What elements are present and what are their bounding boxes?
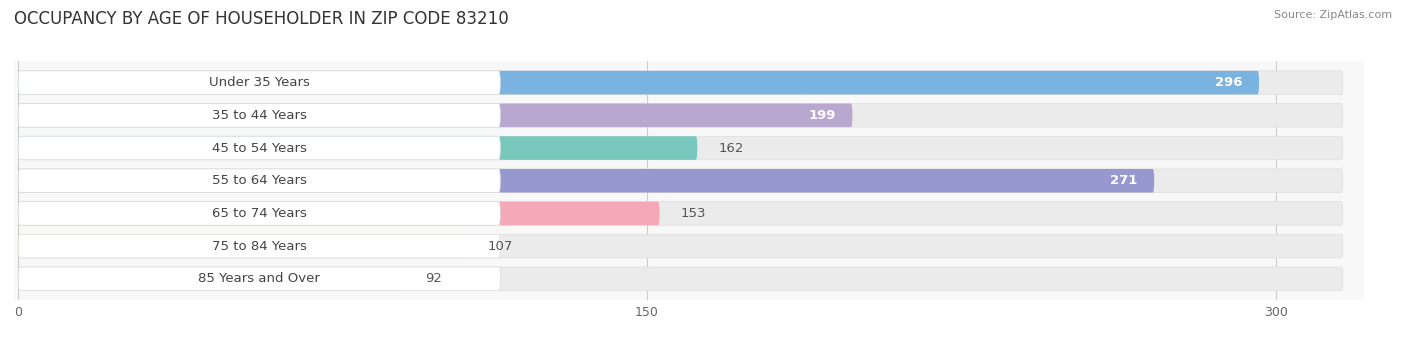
FancyBboxPatch shape [18, 234, 501, 258]
FancyBboxPatch shape [18, 71, 501, 94]
Text: 55 to 64 Years: 55 to 64 Years [212, 174, 307, 187]
Text: 75 to 84 Years: 75 to 84 Years [212, 240, 307, 253]
Text: 271: 271 [1111, 174, 1137, 187]
FancyBboxPatch shape [18, 71, 1258, 94]
FancyBboxPatch shape [18, 104, 501, 127]
FancyBboxPatch shape [18, 104, 1343, 127]
Text: 85 Years and Over: 85 Years and Over [198, 272, 321, 285]
Text: 153: 153 [681, 207, 706, 220]
Text: 162: 162 [718, 142, 744, 154]
Text: 296: 296 [1215, 76, 1243, 89]
Text: 45 to 54 Years: 45 to 54 Years [212, 142, 307, 154]
FancyBboxPatch shape [18, 202, 1343, 225]
Text: 65 to 74 Years: 65 to 74 Years [212, 207, 307, 220]
Text: Under 35 Years: Under 35 Years [209, 76, 309, 89]
Text: 35 to 44 Years: 35 to 44 Years [212, 109, 307, 122]
FancyBboxPatch shape [18, 202, 659, 225]
FancyBboxPatch shape [18, 71, 1343, 94]
Text: 199: 199 [808, 109, 835, 122]
FancyBboxPatch shape [18, 169, 501, 193]
FancyBboxPatch shape [18, 136, 697, 160]
FancyBboxPatch shape [18, 267, 1343, 291]
FancyBboxPatch shape [18, 136, 1343, 160]
Text: 92: 92 [425, 272, 441, 285]
FancyBboxPatch shape [18, 234, 467, 258]
Text: OCCUPANCY BY AGE OF HOUSEHOLDER IN ZIP CODE 83210: OCCUPANCY BY AGE OF HOUSEHOLDER IN ZIP C… [14, 10, 509, 28]
FancyBboxPatch shape [18, 234, 1343, 258]
Text: Source: ZipAtlas.com: Source: ZipAtlas.com [1274, 10, 1392, 20]
FancyBboxPatch shape [18, 267, 501, 291]
FancyBboxPatch shape [18, 169, 1343, 193]
FancyBboxPatch shape [18, 136, 501, 160]
FancyBboxPatch shape [18, 202, 501, 225]
Text: 107: 107 [488, 240, 513, 253]
FancyBboxPatch shape [18, 169, 1154, 193]
FancyBboxPatch shape [18, 267, 404, 291]
FancyBboxPatch shape [18, 104, 852, 127]
